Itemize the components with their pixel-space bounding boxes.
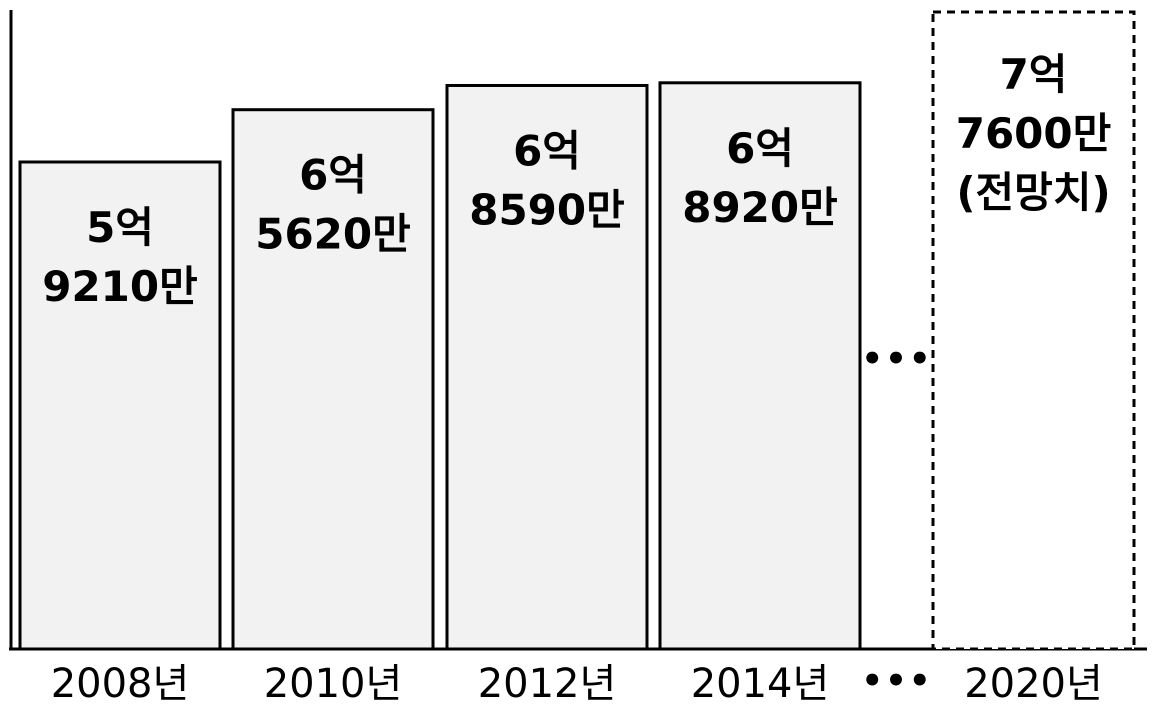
bar-value-label: 6억	[513, 126, 581, 175]
labels-layer: 5억 9210만 2008년 6억 5620만 2010년 6억 8590만 2012년 6억 89…	[42, 50, 1112, 707]
bar	[658, 81, 862, 651]
bar-projected	[931, 10, 1136, 651]
bar-value-label: 6억	[726, 124, 794, 173]
bar	[445, 83, 649, 651]
bar	[18, 160, 222, 651]
bar-value-label: 7600만	[956, 109, 1112, 158]
category-label: 2010년	[264, 661, 403, 706]
bar	[231, 108, 435, 651]
bar-value-label: 7억	[1000, 50, 1068, 99]
category-label: 2008년	[51, 661, 190, 706]
gap-marker-axis: •••	[861, 661, 932, 701]
category-label: 2020년	[964, 661, 1103, 706]
bar-value-label: 5620만	[255, 210, 411, 259]
gap-marker-chart: •••	[861, 339, 932, 379]
bars-layer	[18, 10, 1136, 651]
bar-value-label: (전망치)	[956, 168, 1110, 217]
bar-value-label: 8590만	[469, 185, 625, 234]
bar-value-label: 5억	[86, 203, 154, 252]
bar-value-label: 8920만	[682, 183, 838, 232]
bar-value-label: 9210만	[42, 262, 198, 311]
category-label: 2014년	[691, 661, 830, 706]
category-label: 2012년	[478, 661, 617, 706]
bar-value-label: 6억	[299, 151, 367, 200]
